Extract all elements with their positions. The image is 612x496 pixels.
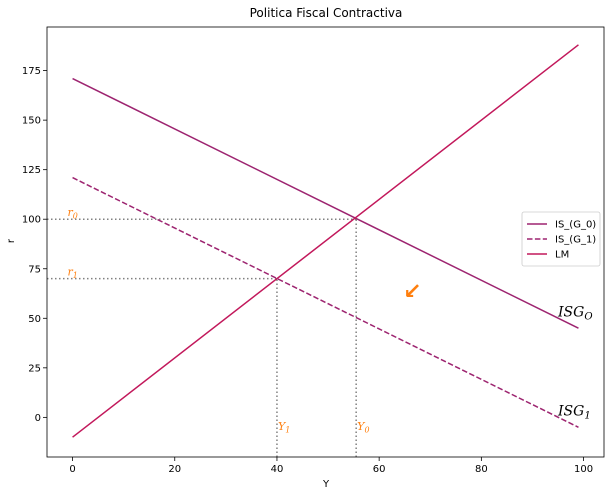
annotation-isg-o: ISGO bbox=[557, 304, 593, 322]
annotation-y-1: Y1 bbox=[278, 420, 290, 435]
y-tick-label-25: 25 bbox=[28, 363, 41, 374]
legend-box bbox=[521, 211, 601, 267]
annotation-r-1: r1 bbox=[67, 266, 77, 281]
chart-title: Politica Fiscal Contractiva bbox=[250, 6, 403, 20]
shift-arrow: ↙ bbox=[403, 279, 421, 304]
y-tick-label-50: 50 bbox=[28, 314, 41, 325]
x-tick-label-20: 20 bbox=[168, 464, 181, 475]
y-tick-label-175: 175 bbox=[22, 66, 41, 77]
legend-label-is-g-1: IS_(G_1) bbox=[555, 235, 596, 246]
x-tick-label-80: 80 bbox=[475, 464, 488, 475]
y-axis-label: r bbox=[6, 238, 17, 243]
annotation-y-0: Y0 bbox=[357, 420, 369, 435]
x-axis-label: Y bbox=[322, 479, 330, 490]
legend: IS_(G_0) IS_(G_1) LM bbox=[521, 211, 601, 267]
series-line-lm bbox=[72, 44, 579, 438]
x-tick-label-40: 40 bbox=[271, 464, 284, 475]
x-tick-label-0: 0 bbox=[69, 464, 75, 475]
legend-label-is-g-0: IS_(G_0) bbox=[555, 220, 596, 231]
y-tick-label-100: 100 bbox=[22, 215, 41, 226]
legend-label-lm: LM bbox=[555, 250, 569, 261]
x-tick-label-100: 100 bbox=[574, 464, 593, 475]
y-tick-label-0: 0 bbox=[35, 413, 41, 424]
annotation-isg-1: ISG1 bbox=[557, 403, 591, 421]
y-tick-label-150: 150 bbox=[22, 116, 41, 127]
y-tick-label-125: 125 bbox=[22, 165, 41, 176]
annotation-r-0: r0 bbox=[67, 206, 77, 221]
series-line-is-g-0 bbox=[72, 77, 579, 329]
plot-frame bbox=[46, 26, 605, 458]
series-line-is-g-1 bbox=[72, 176, 579, 428]
x-tick-label-60: 60 bbox=[373, 464, 386, 475]
y-tick-label-75: 75 bbox=[28, 264, 41, 275]
